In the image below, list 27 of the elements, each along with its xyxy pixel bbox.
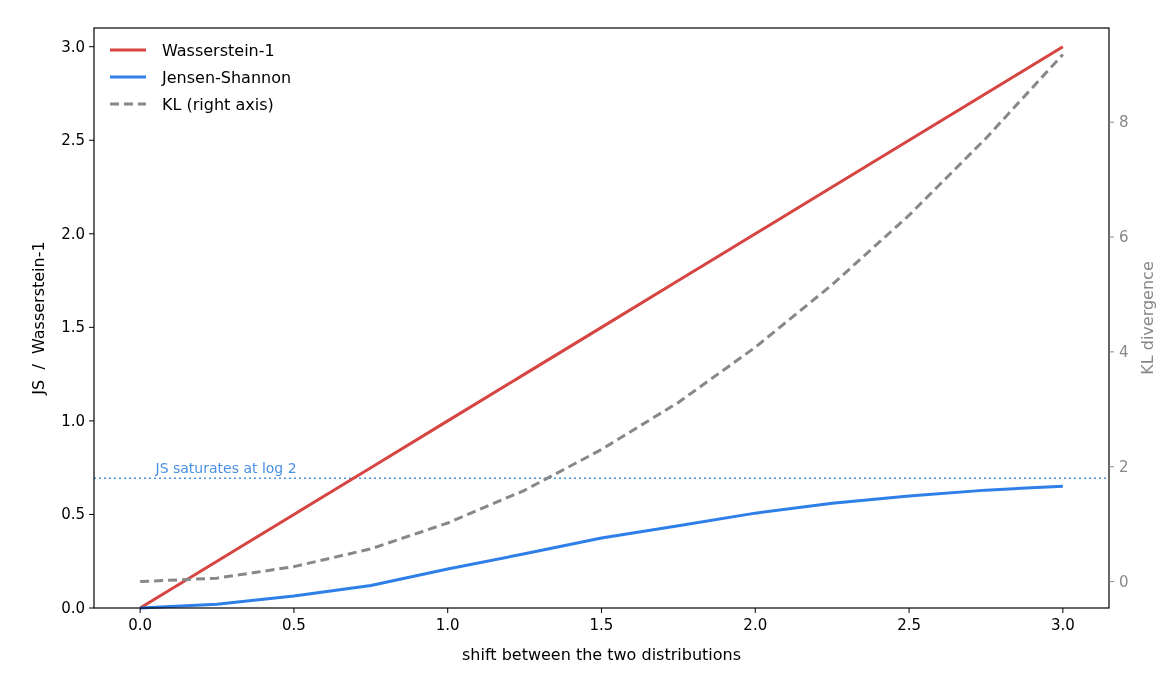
y2-axis-title: KL divergence <box>1138 261 1157 375</box>
line-series <box>138 484 1065 610</box>
x-tick-label: 2.5 <box>897 616 922 634</box>
y-tick-label: 2.0 <box>61 224 85 243</box>
legend-label: Jensen-Shannon <box>161 68 292 87</box>
x-tick-label: 0.0 <box>128 616 153 634</box>
x-tick-label: 1.0 <box>435 616 460 634</box>
y-tick-label: 0.0 <box>61 599 85 617</box>
y-tick-label: 0.5 <box>61 505 85 524</box>
y-axis-title: JS / Wasserstein-1 <box>29 241 48 396</box>
legend-label: KL (right axis) <box>162 95 274 114</box>
x-axis-title: shift between the two distributions <box>462 645 741 664</box>
y2-tick-label: 6 <box>1119 228 1129 247</box>
y-tick-label: 2.5 <box>61 131 85 150</box>
y-tick-label: 1.0 <box>61 411 85 430</box>
y-tick-label: 3.0 <box>61 37 85 56</box>
x-tick-label: 1.5 <box>589 616 614 634</box>
y2-tick-label: 0 <box>1119 572 1129 591</box>
y2-tick-label: 8 <box>1119 113 1129 132</box>
ref-line-label: JS saturates at log 2 <box>154 460 297 477</box>
legend-label: Wasserstein-1 <box>162 41 275 60</box>
x-tick-label: 0.5 <box>281 616 306 634</box>
y2-tick-label: 2 <box>1119 457 1129 476</box>
y-tick-label: 1.5 <box>61 318 85 337</box>
x-tick-label: 2.0 <box>743 616 768 634</box>
y2-tick-label: 4 <box>1119 342 1129 361</box>
x-tick-label: 3.0 <box>1050 616 1075 634</box>
